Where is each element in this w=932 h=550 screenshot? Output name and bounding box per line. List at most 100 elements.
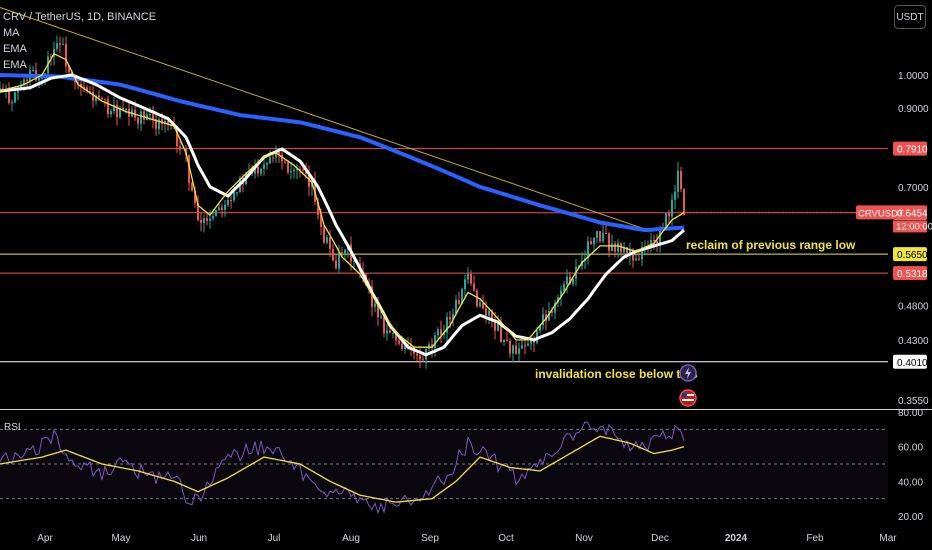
candle-body	[446, 316, 448, 333]
candle-body	[140, 111, 142, 124]
countdown-tag	[893, 220, 927, 233]
candle-body	[473, 283, 475, 291]
indicator-ma[interactable]: MA	[3, 27, 20, 39]
candle-body	[500, 322, 502, 343]
candle-body	[32, 70, 34, 72]
candle-body	[8, 89, 10, 103]
candle-body	[104, 98, 106, 100]
candle-body	[191, 182, 193, 191]
candle-body	[506, 339, 508, 341]
candle-body	[26, 79, 28, 81]
candle-body	[224, 204, 226, 210]
candle-body	[641, 246, 643, 260]
candle-body	[194, 190, 196, 204]
candle-body	[515, 345, 517, 354]
candle-body	[290, 171, 292, 173]
time-axis-label: Mar	[879, 533, 897, 544]
candle-body	[536, 330, 538, 343]
candle-body	[269, 157, 271, 164]
candle-body	[596, 231, 598, 238]
candle-body	[329, 237, 331, 250]
candle-body	[605, 232, 607, 234]
time-axis-label: Dec	[651, 533, 669, 544]
candle-body	[479, 302, 481, 307]
candle-body	[56, 43, 58, 49]
candle-body	[149, 114, 151, 116]
currency-unit-button[interactable]: USDT	[894, 5, 926, 29]
candle-body	[302, 169, 304, 171]
candle-body	[587, 241, 589, 259]
rsi-line	[0, 421, 685, 515]
candle-body	[122, 107, 124, 110]
candle-body	[401, 343, 403, 349]
candle-body	[206, 218, 208, 221]
candle-body	[143, 111, 145, 120]
annotation-reclaim: reclaim of previous range low	[686, 238, 856, 252]
candle-body	[11, 102, 13, 104]
candle-body	[620, 243, 622, 253]
indicator-ema-2[interactable]: EMA	[3, 59, 27, 71]
time-axis-label: Sep	[421, 533, 439, 544]
candle-body	[398, 340, 400, 344]
trendline	[0, 7, 649, 231]
candle-body	[164, 120, 166, 124]
candle-body	[341, 252, 343, 254]
indicator-ema-1[interactable]: EMA	[3, 43, 27, 55]
time-axis-label: Aug	[342, 533, 360, 544]
level-tag-0	[893, 141, 927, 156]
candle-body	[530, 339, 532, 344]
candle-body	[323, 226, 325, 243]
time-axis-label: May	[112, 533, 131, 544]
symbol-title[interactable]: CRV / TetherUS, 1D, BINANCE	[3, 11, 157, 23]
last-price-symbol: CRVUSDT	[858, 208, 904, 219]
candle-body	[416, 353, 418, 356]
candle-body	[287, 162, 289, 173]
candle-body	[491, 310, 493, 320]
candle-body	[677, 170, 679, 192]
countdown-value: 12:00:00	[896, 221, 932, 232]
candle-body	[254, 167, 256, 174]
candle-body	[665, 213, 667, 230]
candle-body	[668, 213, 670, 217]
candle-body	[272, 157, 274, 159]
candle-body	[83, 86, 85, 88]
candle-body	[110, 111, 112, 115]
candle-body	[386, 330, 388, 334]
candle-body	[671, 199, 673, 217]
candle-body	[560, 290, 562, 298]
candle-body	[98, 95, 100, 98]
rsi-tick-label: 40.00	[898, 477, 923, 488]
candle-body	[656, 241, 658, 244]
candle-body	[518, 348, 520, 354]
candle-body	[317, 201, 319, 215]
time-axis-label: 2024	[725, 533, 748, 544]
price-tick-label: 0.9000	[898, 104, 929, 115]
candle-body	[482, 302, 484, 309]
candle-body	[497, 322, 499, 331]
candle-body	[281, 154, 283, 162]
time-axis-label: Oct	[498, 533, 514, 544]
rsi-ma-line	[0, 435, 685, 503]
candle-body	[626, 246, 628, 256]
candle-body	[74, 79, 76, 83]
level-tag-label-0: 0.7910	[897, 145, 928, 156]
candle-body	[377, 303, 379, 318]
candle-body	[89, 91, 91, 93]
candle-body	[257, 167, 259, 174]
candle-body	[38, 78, 40, 81]
candle-body	[419, 355, 421, 360]
candle-body	[107, 99, 109, 115]
candle-body	[404, 345, 406, 349]
candle-body	[389, 330, 391, 333]
candle-body	[218, 207, 220, 210]
time-axis-label: Feb	[806, 533, 824, 544]
candle-body	[326, 237, 328, 243]
candle-body	[92, 91, 94, 101]
candle-body	[176, 127, 178, 147]
candle-body	[50, 56, 52, 58]
candle-body	[197, 203, 199, 221]
candle-body	[95, 95, 97, 101]
candles	[0, 35, 685, 369]
candle-body	[293, 169, 295, 172]
